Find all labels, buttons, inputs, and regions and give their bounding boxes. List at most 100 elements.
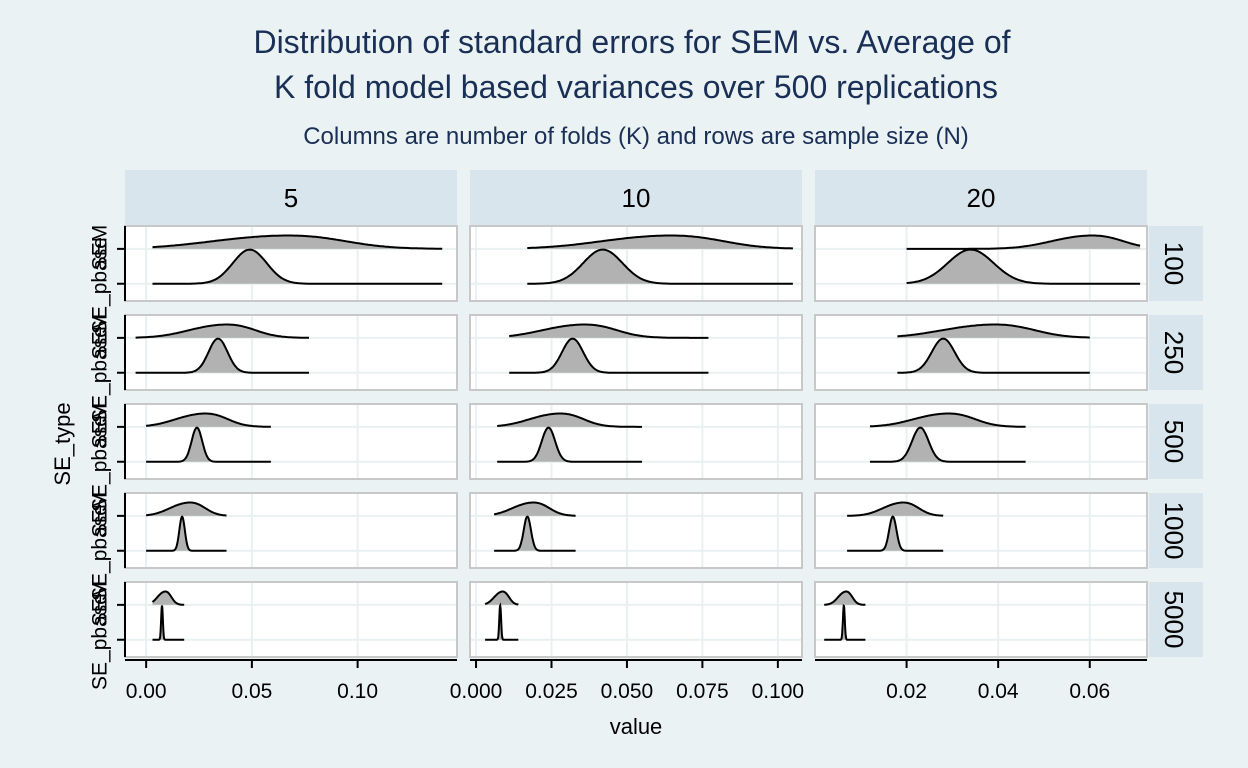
panel-background xyxy=(815,404,1147,479)
density-pbase-line xyxy=(824,604,866,641)
x-tick-label: 0.075 xyxy=(676,680,729,703)
density-pbase-line xyxy=(494,515,576,552)
density-sem-line xyxy=(484,590,519,606)
column-strip-5 xyxy=(125,170,457,225)
density-pbase-line xyxy=(152,248,443,285)
density-sem-line xyxy=(151,590,185,606)
x-tick-label: 0.06 xyxy=(1069,680,1110,703)
panel-background xyxy=(125,404,457,479)
density-pbase-line xyxy=(527,248,793,285)
density-sem-area xyxy=(497,413,642,427)
density-pbase-line xyxy=(509,337,709,374)
density-sem-area xyxy=(527,235,793,249)
chart-title-line-2: K fold model based variances over 500 re… xyxy=(274,69,998,105)
chart-subtitle: Columns are number of folds (K) and rows… xyxy=(303,123,969,150)
density-sem-line xyxy=(527,234,793,250)
density-pbase-area xyxy=(870,427,1026,462)
density-pbase-line xyxy=(146,515,227,552)
column-strip-label: 5 xyxy=(284,183,298,213)
density-sem-area xyxy=(906,235,1141,249)
density-pbase-line xyxy=(146,426,271,463)
x-tick-label: 0.000 xyxy=(450,680,503,703)
density-sem-line xyxy=(906,234,1141,250)
density-sem-line xyxy=(493,501,576,517)
y-tick-label-sem: SEM xyxy=(89,403,112,449)
x-tick-label: 0.04 xyxy=(978,680,1019,703)
x-tick-label: 0.050 xyxy=(601,680,654,703)
x-tick-label: 0.02 xyxy=(886,680,927,703)
panel-border xyxy=(814,581,1148,658)
column-strip-label: 10 xyxy=(622,183,651,213)
density-sem-area xyxy=(897,324,1090,338)
density-sem-area xyxy=(146,413,271,427)
panel-border xyxy=(814,403,1148,480)
panels-layer: 5 10 2010025050010005000SEMSE_pbaseSEMSE_p… xyxy=(89,170,1203,703)
row-strip-5000 xyxy=(1149,582,1203,657)
density-pbase-line xyxy=(497,426,642,463)
y-tick-label-pbase: SE_pbase xyxy=(89,237,112,334)
row-strip-label: 1000 xyxy=(1159,502,1189,560)
density-sem-line xyxy=(145,412,271,428)
density-pbase-line xyxy=(485,602,519,641)
density-pbase-line xyxy=(152,605,185,641)
x-tick-label: 0.025 xyxy=(525,680,578,703)
panel-border xyxy=(469,314,803,391)
x-tick-label: 0.00 xyxy=(126,680,167,703)
density-sem-line xyxy=(509,323,709,339)
density-sem-line xyxy=(847,501,944,517)
panel-border xyxy=(814,314,1148,391)
panel-border xyxy=(469,581,803,658)
x-tick-label: 0.05 xyxy=(231,680,272,703)
x-tick-label: 0.10 xyxy=(337,680,378,703)
density-pbase-area xyxy=(509,338,709,373)
y-tick-label-sem: SEM xyxy=(89,581,112,627)
column-strip-10 xyxy=(470,170,802,225)
chart-title-line-1: Distribution of standard errors for SEM … xyxy=(253,24,1010,60)
density-pbase-area xyxy=(135,338,309,373)
panel-background xyxy=(470,582,802,657)
density-pbase-area xyxy=(152,249,443,284)
panel-background xyxy=(470,315,802,390)
row-strip-label: 500 xyxy=(1159,420,1189,463)
panel-background xyxy=(125,315,457,390)
density-sem-line xyxy=(135,323,309,339)
row-strip-1000 xyxy=(1149,493,1203,568)
density-sem-area xyxy=(847,502,944,516)
column-strip-label: 20 xyxy=(967,183,996,213)
panel-border xyxy=(469,492,803,569)
density-sem-area xyxy=(146,502,227,516)
density-pbase-line xyxy=(906,248,1141,285)
panel-border xyxy=(814,492,1148,569)
y-tick-label-sem: SEM xyxy=(89,492,112,538)
x-axis-title: value xyxy=(610,714,663,739)
density-sem-line xyxy=(897,323,1090,339)
density-pbase-line xyxy=(135,337,309,374)
density-sem-area xyxy=(135,324,309,338)
y-tick-label-pbase: SE_pbase xyxy=(89,593,112,690)
y-axis-title: SE_type xyxy=(50,402,75,485)
y-tick-label-sem: SEM xyxy=(89,225,112,271)
row-strip-label: 250 xyxy=(1159,331,1189,374)
panel-background xyxy=(125,582,457,657)
density-pbase-area xyxy=(527,249,793,284)
row-strip-label: 5000 xyxy=(1159,591,1189,649)
y-tick-label-pbase: SE_pbase xyxy=(89,415,112,512)
y-tick-label-pbase: SE_pbase xyxy=(89,504,112,601)
row-strip-500 xyxy=(1149,404,1203,479)
x-tick-label: 0.100 xyxy=(752,680,805,703)
y-tick-label-pbase: SE_pbase xyxy=(89,326,112,423)
panel-border xyxy=(469,403,803,480)
panel-border xyxy=(469,225,803,302)
y-tick-label-sem: SEM xyxy=(89,314,112,360)
panel-background xyxy=(815,582,1147,657)
density-sem-area xyxy=(494,502,576,516)
row-strip-100 xyxy=(1149,226,1203,301)
density-pbase-area xyxy=(897,338,1090,373)
density-sem-line xyxy=(824,590,866,606)
panel-background xyxy=(815,493,1147,568)
panel-background xyxy=(125,493,457,568)
panel-background xyxy=(470,404,802,479)
density-pbase-line xyxy=(897,337,1090,374)
density-sem-line xyxy=(869,412,1026,428)
